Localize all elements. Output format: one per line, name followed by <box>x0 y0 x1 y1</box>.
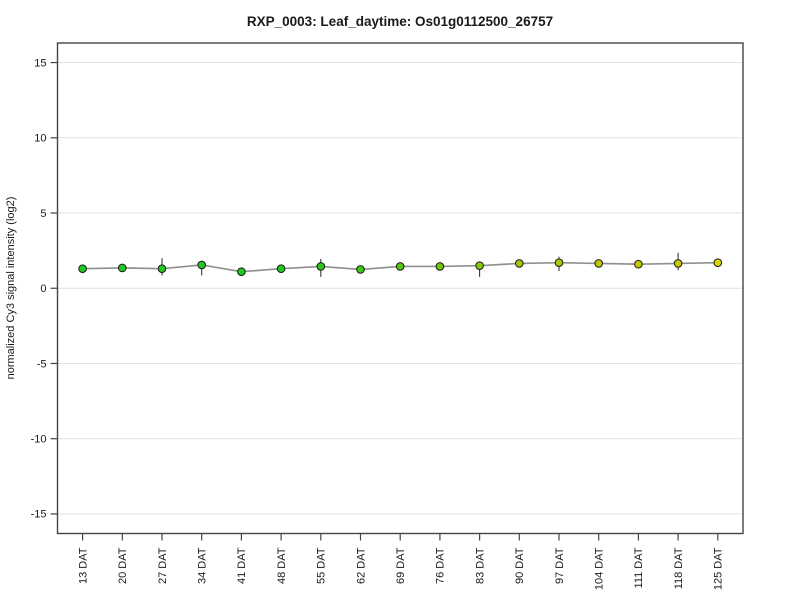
x-tick-label: 41 DAT <box>236 547 248 584</box>
data-layer <box>78 252 723 277</box>
y-tick-label: 10 <box>34 133 46 145</box>
x-tick-label: 83 DAT <box>474 547 486 584</box>
data-point <box>157 264 167 273</box>
x-tick-label: 97 DAT <box>554 547 566 584</box>
y-tick-label: 5 <box>40 208 46 220</box>
y-tick-label: 0 <box>40 283 46 295</box>
data-point <box>554 258 564 267</box>
x-tick-label: 27 DAT <box>157 547 169 584</box>
data-point <box>316 262 326 271</box>
x-tick-label: 20 DAT <box>117 547 129 584</box>
data-point <box>435 262 445 271</box>
y-tick-label: -15 <box>31 509 47 521</box>
data-point <box>713 258 723 267</box>
y-tick-label: 15 <box>34 57 46 69</box>
data-point <box>673 259 683 268</box>
y-tick-label: -5 <box>37 358 47 370</box>
y-tick-label: -10 <box>31 434 47 446</box>
x-tick-label: 55 DAT <box>316 547 328 584</box>
x-tick-label: 111 DAT <box>633 547 645 588</box>
data-point <box>594 259 604 268</box>
chart-title: RXP_0003: Leaf_daytime: Os01g0112500_267… <box>247 14 553 29</box>
data-point <box>237 267 246 276</box>
data-point <box>78 264 87 273</box>
grid-layer <box>57 62 743 515</box>
data-point <box>634 259 643 269</box>
data-point <box>515 259 524 268</box>
x-tick-label: 90 DAT <box>514 547 526 584</box>
data-point <box>475 261 484 270</box>
data-point <box>356 265 365 274</box>
plot-border <box>56 42 744 535</box>
x-tick-label: 34 DAT <box>197 547 209 584</box>
axes-layer: -15 -10 -5 0 5 10 15 13 DAT 20 DAT 27 DAT 34 DAT 41… <box>31 42 744 590</box>
y-axis-label: normalized Cy3 signal intensity (log2) <box>5 197 17 380</box>
x-tick-label: 125 DAT <box>713 547 725 590</box>
x-tick-label: 69 DAT <box>395 547 407 584</box>
x-tick-label: 118 DAT <box>673 547 685 589</box>
x-tick-label: 76 DAT <box>435 547 447 584</box>
data-point <box>395 262 405 271</box>
x-tick-label: 48 DAT <box>276 547 288 584</box>
x-tick-label: 13 DAT <box>77 547 89 584</box>
data-point <box>197 260 206 270</box>
x-tick-label: 62 DAT <box>355 547 367 584</box>
data-point <box>118 263 127 273</box>
x-tick-label: 104 DAT <box>594 547 606 590</box>
data-point <box>276 264 286 273</box>
